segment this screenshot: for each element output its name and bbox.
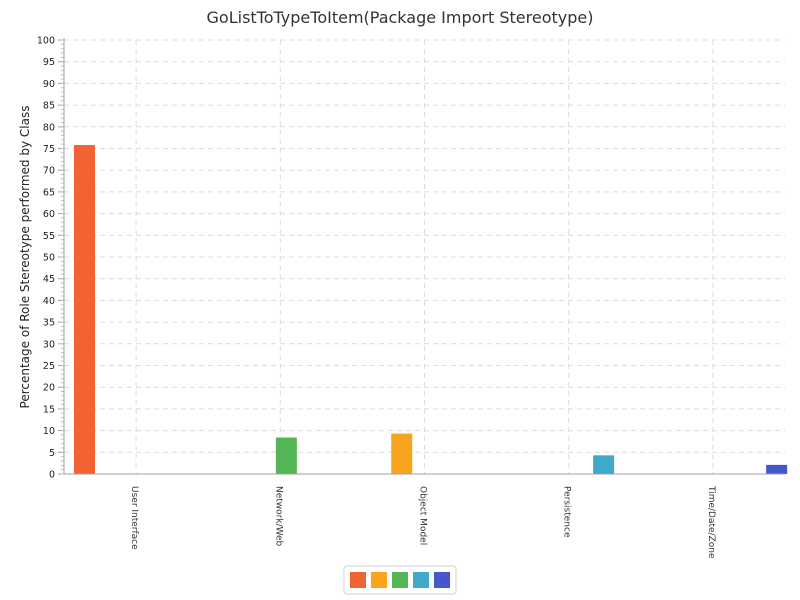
y-tick-label: 0 bbox=[49, 470, 55, 481]
y-tick-label: 5 bbox=[49, 448, 55, 459]
bar bbox=[766, 464, 788, 474]
x-category-label: Object Model bbox=[418, 486, 428, 545]
y-tick-label: 35 bbox=[43, 318, 55, 329]
chart-title: GoListToTypeToItem(Package Import Stereo… bbox=[207, 8, 594, 27]
y-tick-label: 90 bbox=[43, 79, 55, 90]
x-category-label: Network/Web bbox=[273, 486, 283, 547]
x-category-label: User Interface bbox=[129, 486, 139, 550]
legend bbox=[343, 565, 457, 595]
bar bbox=[391, 433, 413, 474]
y-tick-label: 65 bbox=[43, 187, 55, 198]
y-tick-label: 20 bbox=[43, 383, 55, 394]
y-axis-label: Percentage of Role Stereotype performed … bbox=[18, 106, 32, 409]
axes: 0 5 10 15 20 25 30 35 40 45 50 55 60 65 70 75 80 85 90 95 10… bbox=[37, 36, 785, 559]
y-tick-label: 60 bbox=[43, 209, 55, 220]
legend-swatch bbox=[434, 572, 450, 588]
legend-swatch bbox=[371, 572, 387, 588]
y-tick-label: 75 bbox=[43, 144, 55, 155]
y-tick-label: 55 bbox=[43, 231, 55, 242]
y-tick-label: 95 bbox=[43, 57, 55, 68]
y-tick-label: 50 bbox=[43, 253, 55, 264]
y-tick-label: 30 bbox=[43, 339, 55, 350]
y-tick-label: 70 bbox=[43, 166, 55, 177]
x-category-label: Time/Date/Zone bbox=[706, 485, 716, 559]
legend-swatch bbox=[392, 572, 408, 588]
bar bbox=[275, 437, 297, 474]
bar bbox=[593, 455, 615, 474]
x-category-label: Persistence bbox=[562, 486, 572, 538]
grid bbox=[64, 39, 785, 474]
bar bbox=[74, 145, 95, 474]
legend-swatch bbox=[350, 572, 366, 588]
y-tick-label: 40 bbox=[43, 296, 55, 307]
y-tick-label: 45 bbox=[43, 274, 55, 285]
y-tick-label: 80 bbox=[43, 122, 55, 133]
y-tick-label: 25 bbox=[43, 361, 55, 372]
y-tick-label: 85 bbox=[43, 101, 55, 112]
legend-swatch bbox=[413, 572, 429, 588]
y-tick-label: 100 bbox=[37, 36, 55, 47]
bars bbox=[74, 145, 788, 474]
y-tick-label: 15 bbox=[43, 404, 55, 415]
y-tick-label: 10 bbox=[43, 426, 55, 437]
